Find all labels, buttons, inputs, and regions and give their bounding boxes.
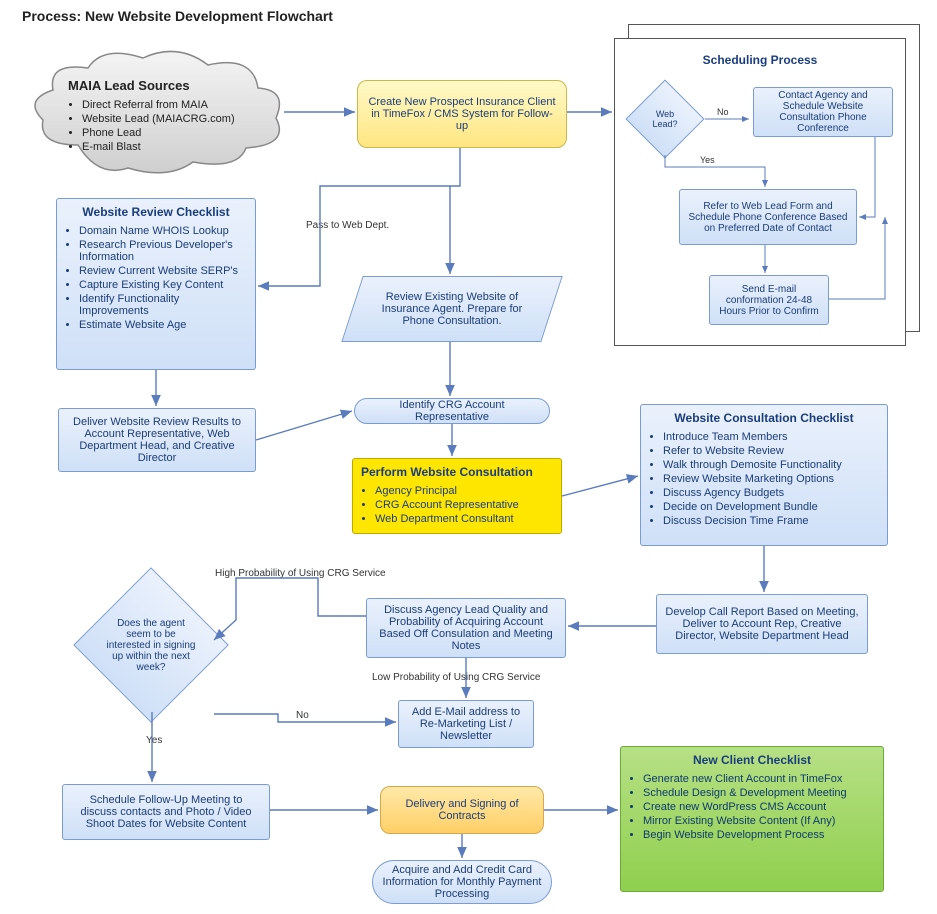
list-item: Create new WordPress CMS Account [643,801,875,813]
lead-sources-cloud: MAIA Lead Sources Direct Referral from M… [28,50,288,180]
list-item: Schedule Design & Development Meeting [643,787,875,799]
list-item: Website Lead (MAIACRG.com) [82,113,268,125]
list-item: Capture Existing Key Content [79,279,247,291]
page-title: Process: New Website Development Flowcha… [22,8,333,24]
node-heading: Website Consultation Checklist [649,411,879,425]
deliver-review-node: Deliver Website Review Results to Accoun… [58,408,256,472]
new-client-checklist-node: New Client Checklist Generate new Client… [620,746,884,892]
node-text: Deliver Website Review Results to Accoun… [67,416,247,464]
low-prob-label: Low Probability of Using CRG Service [372,672,540,683]
node-text: Send E-mail conformation 24-48 Hours Pri… [718,284,820,317]
acquire-cc-node: Acquire and Add Credit Card Information … [372,860,552,904]
checklist-items: Generate new Client Account in TimeFox S… [643,773,875,841]
list-item: Domain Name WHOIS Lookup [79,225,247,237]
list-item: Decide on Development Bundle [663,501,879,513]
contact-agency-node: Contact Agency and Schedule Website Cons… [753,87,893,137]
list-item: Walk through Demosite Functionality [663,459,879,471]
schedule-followup-node: Schedule Follow-Up Meeting to discuss co… [62,784,270,840]
review-existing-node: Review Existing Website of Insurance Age… [352,276,552,342]
list-item: Mirror Existing Website Content (If Any) [643,815,875,827]
perform-consultation-node: Perform Website Consultation Agency Prin… [352,458,562,534]
scheduling-title: Scheduling Process [625,53,895,67]
list-item: Review Website Marketing Options [663,473,879,485]
list-item: Begin Website Development Process [643,829,875,841]
svg-text:Yes: Yes [700,155,715,165]
list-item: Estimate Website Age [79,319,247,331]
list-item: Review Current Website SERP's [79,265,247,277]
consult-items: Agency Principal CRG Account Representat… [375,485,553,525]
node-text: Add E-Mail address to Re-Marketing List … [407,706,525,742]
cloud-items: Direct Referral from MAIA Website Lead (… [82,99,268,153]
send-email-node: Send E-mail conformation 24-48 Hours Pri… [709,275,829,325]
node-heading: Perform Website Consultation [361,465,553,479]
list-item: Direct Referral from MAIA [82,99,268,111]
no-label: No [296,710,309,721]
list-item: Agency Principal [375,485,553,497]
website-review-checklist-node: Website Review Checklist Domain Name WHO… [56,198,256,370]
yes-label: Yes [146,735,162,746]
node-text: Does the agent seem to be interested in … [96,590,206,700]
create-prospect-node: Create New Prospect Insurance Client in … [357,80,567,148]
scheduling-process-box: Scheduling Process Web Lead? Contact Age… [614,38,906,346]
node-text: Review Existing Website of Insurance Age… [352,276,552,342]
discuss-lead-quality-node: Discuss Agency Lead Quality and Probabil… [366,598,566,658]
node-text: Discuss Agency Lead Quality and Probabil… [375,604,557,652]
list-item: Web Department Consultant [375,513,553,525]
consultation-checklist-node: Website Consultation Checklist Introduce… [640,404,888,546]
interested-decision: Does the agent seem to be interested in … [96,590,206,700]
develop-call-report-node: Develop Call Report Based on Meeting, De… [656,594,868,654]
pass-to-web-label: Pass to Web Dept. [306,220,389,231]
node-text: Contact Agency and Schedule Website Cons… [762,90,884,134]
list-item: Introduce Team Members [663,431,879,443]
list-item: Research Previous Developer's Informatio… [79,239,247,263]
node-text: Identify CRG Account Representative [363,399,541,423]
checklist-items: Domain Name WHOIS Lookup Research Previo… [79,225,247,331]
list-item: Discuss Agency Budgets [663,487,879,499]
list-item: Identify Functionality Improvements [79,293,247,317]
list-item: CRG Account Representative [375,499,553,511]
web-lead-decision: Web Lead? [637,91,693,147]
list-item: Discuss Decision Time Frame [663,515,879,527]
list-item: E-mail Blast [82,141,268,153]
list-item: Refer to Website Review [663,445,879,457]
node-heading: New Client Checklist [629,753,875,767]
node-text: Delivery and Signing of Contracts [389,798,535,822]
node-text: Acquire and Add Credit Card Information … [381,864,543,900]
node-text: Refer to Web Lead Form and Schedule Phon… [688,201,848,234]
cloud-title: MAIA Lead Sources [68,78,268,93]
node-text: Create New Prospect Insurance Client in … [366,96,558,132]
identify-rep-node: Identify CRG Account Representative [354,398,550,424]
refer-web-lead-node: Refer to Web Lead Form and Schedule Phon… [679,189,857,245]
node-text: Schedule Follow-Up Meeting to discuss co… [71,794,261,830]
high-prob-label: High Probability of Using CRG Service [215,568,386,579]
add-email-node: Add E-Mail address to Re-Marketing List … [398,700,534,748]
node-text: Develop Call Report Based on Meeting, De… [665,606,859,642]
node-heading: Website Review Checklist [65,205,247,219]
delivery-signing-node: Delivery and Signing of Contracts [380,786,544,834]
svg-text:No: No [717,107,729,117]
checklist-items: Introduce Team Members Refer to Website … [663,431,879,527]
node-text: Web Lead? [637,91,693,147]
list-item: Generate new Client Account in TimeFox [643,773,875,785]
list-item: Phone Lead [82,127,268,139]
